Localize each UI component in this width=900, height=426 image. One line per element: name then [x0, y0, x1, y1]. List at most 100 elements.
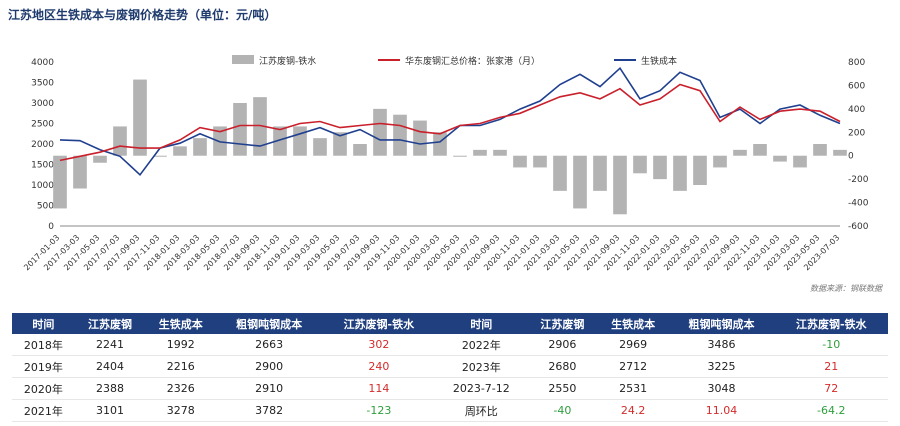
table-cell: 2712: [597, 355, 669, 378]
diff-bar: [333, 132, 347, 156]
table-header-cell: 粗钢吨钢成本: [216, 313, 323, 334]
diff-bar: [673, 155, 687, 191]
diff-bar: [73, 155, 87, 189]
table-cell: 2969: [597, 334, 669, 356]
table-cell: 72: [774, 377, 888, 400]
diff-bar: [513, 155, 527, 168]
chart: 05001000150020002500300035004000-600-400…: [22, 55, 869, 272]
table-cell: 2550: [527, 377, 598, 400]
table-cell: -123: [322, 399, 436, 422]
y-left-tick-label: 1000: [31, 181, 54, 191]
table-cell: 21: [774, 355, 888, 378]
diff-bar: [193, 138, 207, 156]
table-cell: 2020年: [12, 377, 75, 400]
table-cell: 2531: [597, 377, 669, 400]
y-left-tick-label: 2500: [31, 120, 54, 130]
table-cell: 2021年: [12, 399, 75, 422]
diff-bar: [593, 155, 607, 191]
y-right-tick-label: -600: [848, 222, 869, 232]
diff-bar: [413, 120, 427, 156]
legend-label: 生铁成本: [641, 55, 677, 67]
diff-bar: [273, 126, 287, 156]
table-cell: 2404: [74, 355, 146, 378]
diff-bar: [773, 155, 787, 162]
chart-title: 江苏地区生铁成本与废钢价格走势（单位：元/吨）: [8, 8, 277, 22]
diff-bar: [313, 138, 327, 156]
diff-bar: [393, 114, 407, 156]
table-header-cell: 时间: [12, 313, 75, 334]
y-right-tick-label: -400: [848, 199, 869, 209]
diff-bar: [633, 155, 647, 174]
table-header-cell: 江苏废钢: [74, 313, 146, 334]
diff-bar: [433, 132, 447, 156]
diff-bar: [813, 144, 827, 156]
y-right-tick-label: 0: [848, 152, 854, 162]
summary-table: 时间 江苏废钢 生铁成本 粗钢吨钢成本 江苏废钢-铁水 时间 江苏废钢 生铁成本…: [12, 313, 888, 422]
legend-label: 江苏废钢-铁水: [259, 55, 316, 67]
table-cell: 2900: [216, 355, 323, 378]
diff-bar: [373, 108, 387, 156]
table-cell: 3101: [74, 399, 146, 422]
y-left-tick-label: 500: [37, 202, 54, 212]
table-cell: 2906: [527, 334, 598, 356]
table-cell: 114: [322, 377, 436, 400]
table-cell: 2023-7-12: [435, 377, 528, 400]
diff-bar: [733, 149, 747, 156]
diff-bar: [293, 126, 307, 156]
table-cell: 周环比: [435, 399, 528, 422]
diff-bar: [113, 126, 127, 156]
diff-bar: [53, 155, 67, 209]
table-cell: 2022年: [435, 334, 528, 356]
table-cell: 3278: [145, 399, 217, 422]
y-left-tick-label: 0: [48, 222, 54, 232]
table-row: 2019年 2404 2216 2900 240 2023年 2680 2712…: [12, 355, 888, 378]
diff-bar: [753, 144, 767, 156]
table-header-cell: 江苏废钢: [527, 313, 598, 334]
diff-bar: [473, 149, 487, 156]
series-line: [59, 66, 841, 176]
table-cell: 2018年: [12, 334, 75, 356]
table-cell: 2388: [74, 377, 146, 400]
y-right-tick-label: 200: [848, 128, 865, 138]
diff-bar: [173, 146, 187, 156]
y-left-tick-label: 3500: [31, 79, 54, 89]
diff-bar: [533, 155, 547, 168]
table-cell: -40: [527, 399, 598, 422]
table-cell: 240: [322, 355, 436, 378]
y-right-tick-label: -200: [848, 175, 869, 185]
table-cell: 3782: [216, 399, 323, 422]
table-cell: -64.2: [774, 399, 888, 422]
y-right-tick-label: 600: [848, 81, 865, 91]
y-left-tick-label: 1500: [31, 161, 54, 171]
table-row: 2021年 3101 3278 3782 -123 周环比 -40 24.2 1…: [12, 399, 888, 422]
table-cell: 302: [322, 334, 436, 356]
diff-bar: [553, 155, 567, 191]
y-left-tick-label: 2000: [31, 140, 54, 150]
diff-bar: [233, 103, 247, 156]
legend-label: 华东废钢汇总价格：张家港（月）: [405, 55, 540, 67]
y-right-tick-label: 800: [848, 58, 865, 68]
diff-bar: [253, 97, 267, 156]
table-cell: 24.2: [597, 399, 669, 422]
legend-swatch: [232, 55, 254, 64]
table-row: 2020年 2388 2326 2910 114 2023-7-12 2550 …: [12, 377, 888, 400]
y-left-tick-label: 3000: [31, 99, 54, 109]
table-cell: -10: [774, 334, 888, 356]
diff-bar: [573, 155, 587, 209]
y-right-tick-label: 400: [848, 105, 865, 115]
table-cell: 2023年: [435, 355, 528, 378]
table-cell: 2216: [145, 355, 217, 378]
table-cell: 3225: [668, 355, 775, 378]
table-header-cell: 生铁成本: [597, 313, 669, 334]
table-cell: 2241: [74, 334, 146, 356]
table-row: 2018年 2241 1992 2663 302 2022年 2906 2969…: [12, 334, 888, 356]
table-cell: 2680: [527, 355, 598, 378]
diff-bar: [493, 149, 507, 156]
series-line: [59, 83, 841, 162]
diff-bar: [93, 155, 107, 163]
table-header-row: 时间 江苏废钢 生铁成本 粗钢吨钢成本 江苏废钢-铁水 时间 江苏废钢 生铁成本…: [12, 313, 888, 334]
table-header-cell: 江苏废钢-铁水: [322, 313, 436, 334]
table-cell: 2326: [145, 377, 217, 400]
diff-bar: [613, 155, 627, 215]
table-header-cell: 粗钢吨钢成本: [668, 313, 775, 334]
